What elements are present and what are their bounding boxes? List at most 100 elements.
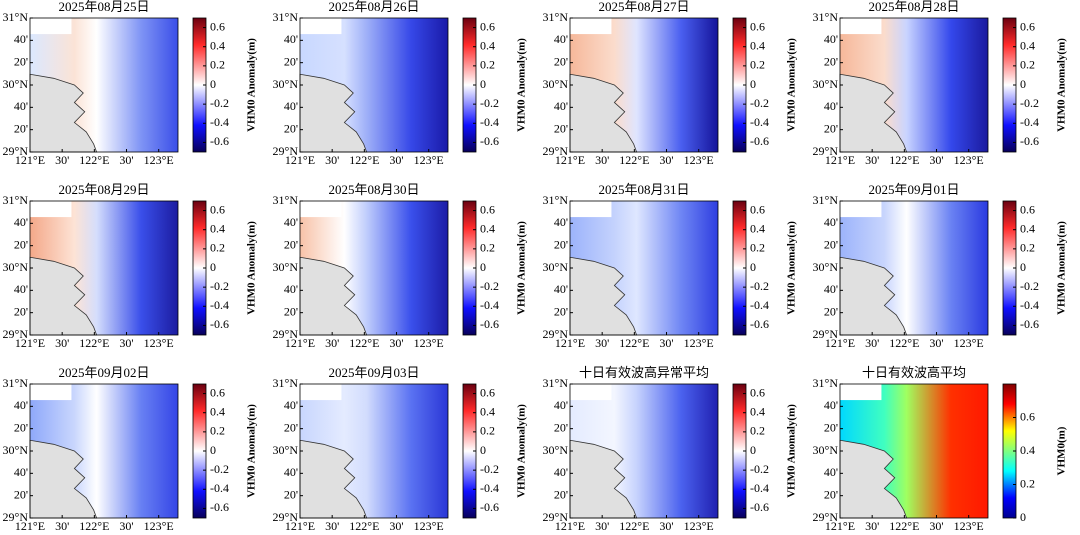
y-tick-label: 30°N: [3, 260, 29, 274]
colorbar-tick-label: 0.6: [210, 385, 225, 399]
y-tick-label: 40': [14, 465, 28, 479]
x-tick-label: 30': [595, 153, 609, 167]
x-tick-label: 30': [865, 519, 879, 533]
no-data: [840, 18, 882, 35]
colorbar-label: VHM0 Anomaly(m): [786, 404, 798, 498]
x-tick-label: 123°E: [414, 519, 444, 533]
colorbar-tick-label: 0.2: [210, 424, 225, 438]
colorbar-tick-label: -0.4: [210, 115, 229, 129]
panel-title: 2025年08月31日: [598, 182, 689, 197]
colorbar-tick-label: 0: [210, 77, 216, 91]
x-tick-label: 30': [865, 153, 879, 167]
colorbar-label: VHM0 Anomaly(m): [246, 404, 258, 498]
y-tick-label: 29°N: [3, 510, 29, 524]
x-tick-label: 30': [389, 336, 403, 350]
panel-title: 十日有效波高平均: [862, 365, 966, 380]
x-tick-label: 122°E: [619, 336, 649, 350]
map-panel: 2025年08月27日 121°E 30' 122°E 30' 123°E 31°N 40' 2…: [543, 0, 798, 167]
colorbar-tick-label: 0: [1020, 510, 1026, 524]
y-tick-label: 20': [554, 487, 568, 501]
y-tick-label: 30°N: [543, 443, 569, 457]
x-tick-label: 30': [325, 153, 339, 167]
map-panel: 2025年09月01日 121°E 30' 122°E 30' 123°E 31°N 40' 2…: [813, 182, 1068, 350]
map-panel: 2025年08月31日 121°E 30' 122°E 30' 123°E 31°N 40' 2…: [543, 182, 798, 350]
x-tick-label: 30': [119, 336, 133, 350]
no-data: [300, 18, 342, 35]
y-tick-label: 20': [554, 304, 568, 318]
x-tick-label: 121°E: [555, 153, 585, 167]
colorbar-tick-label: -0.4: [750, 481, 769, 495]
y-tick-label: 31°N: [543, 193, 569, 207]
y-tick-label: 31°N: [813, 193, 839, 207]
y-tick-label: 40': [284, 465, 298, 479]
colorbar-tick-label: 0.2: [480, 241, 495, 255]
map-panel: 2025年08月29日 121°E 30' 122°E 30' 123°E 31°N 40' 2…: [3, 182, 258, 350]
y-tick-label: 31°N: [3, 193, 29, 207]
y-tick-label: 40': [824, 398, 838, 412]
colorbar-tick-label: 0: [210, 443, 216, 457]
colorbar-tick-label: -0.6: [210, 134, 229, 148]
colorbar-tick-label: -0.6: [210, 317, 229, 331]
x-tick-label: 123°E: [954, 153, 984, 167]
colorbar-tick-label: -0.6: [750, 134, 769, 148]
x-tick-label: 122°E: [79, 336, 109, 350]
y-tick-label: 20': [284, 121, 298, 135]
x-tick-label: 30': [929, 336, 943, 350]
colorbar-tick-label: 0.2: [210, 58, 225, 72]
colorbar-tick-label: 0: [480, 260, 486, 274]
x-tick-label: 121°E: [555, 336, 585, 350]
colorbar-tick-label: -0.4: [480, 115, 499, 129]
y-tick-label: 30°N: [813, 260, 839, 274]
colorbar-tick-label: 0.6: [1020, 202, 1035, 216]
x-tick-label: 30': [119, 519, 133, 533]
x-tick-label: 30': [55, 519, 69, 533]
x-tick-label: 123°E: [414, 336, 444, 350]
colorbar-tick-label: 0.6: [480, 202, 495, 216]
x-tick-label: 30': [659, 336, 673, 350]
x-tick-label: 30': [325, 336, 339, 350]
x-tick-label: 122°E: [79, 153, 109, 167]
y-tick-label: 29°N: [543, 327, 569, 341]
y-tick-label: 40': [824, 465, 838, 479]
map-panel: 2025年08月28日 121°E 30' 122°E 30' 123°E 31°N 40' 2…: [813, 0, 1068, 167]
x-tick-label: 30': [389, 153, 403, 167]
y-tick-label: 20': [554, 420, 568, 434]
y-tick-label: 31°N: [813, 10, 839, 24]
colorbar-label: VHM0(m): [1056, 426, 1068, 475]
y-tick-label: 31°N: [3, 10, 29, 24]
x-tick-label: 30': [865, 336, 879, 350]
colorbar-tick-label: 0.4: [750, 38, 765, 52]
x-tick-label: 123°E: [684, 519, 714, 533]
colorbar-tick-label: -0.6: [480, 500, 499, 514]
map-panel: 2025年08月30日 121°E 30' 122°E 30' 123°E 31°N 40' 2…: [273, 182, 528, 350]
colorbar-tick-label: -0.2: [480, 96, 499, 110]
colorbar-tick-label: 0: [750, 77, 756, 91]
y-tick-label: 30°N: [813, 443, 839, 457]
colorbar-tick-label: 0.6: [1020, 19, 1035, 33]
y-tick-label: 20': [14, 54, 28, 68]
y-tick-label: 31°N: [273, 193, 299, 207]
y-tick-label: 40': [14, 32, 28, 46]
colorbar-tick-label: 0.4: [480, 38, 495, 52]
colorbar-tick-label: 0.6: [750, 202, 765, 216]
colorbar-tick-label: -0.6: [1020, 317, 1039, 331]
colorbar-tick-label: 0.4: [1020, 443, 1035, 457]
y-tick-label: 40': [824, 215, 838, 229]
panel-title: 2025年08月25日: [58, 0, 149, 14]
colorbar-tick-label: 0.2: [750, 58, 765, 72]
colorbar-tick-label: 0: [480, 443, 486, 457]
y-tick-label: 29°N: [543, 510, 569, 524]
colorbar-tick-label: 0.6: [480, 19, 495, 33]
colorbar-tick-label: 0.4: [480, 221, 495, 235]
colorbar-tick-label: -0.2: [1020, 96, 1039, 110]
x-tick-label: 121°E: [555, 519, 585, 533]
y-tick-label: 20': [284, 304, 298, 318]
x-tick-label: 122°E: [889, 519, 919, 533]
y-tick-label: 30°N: [813, 77, 839, 91]
map-panel: 2025年08月25日 121°E 30' 122°E 30' 123°E 31°N 40' 2…: [3, 0, 258, 167]
x-tick-label: 123°E: [684, 153, 714, 167]
y-tick-label: 30°N: [273, 260, 299, 274]
panel-title: 2025年08月26日: [328, 0, 419, 14]
y-tick-label: 30°N: [543, 77, 569, 91]
no-data: [570, 18, 612, 35]
